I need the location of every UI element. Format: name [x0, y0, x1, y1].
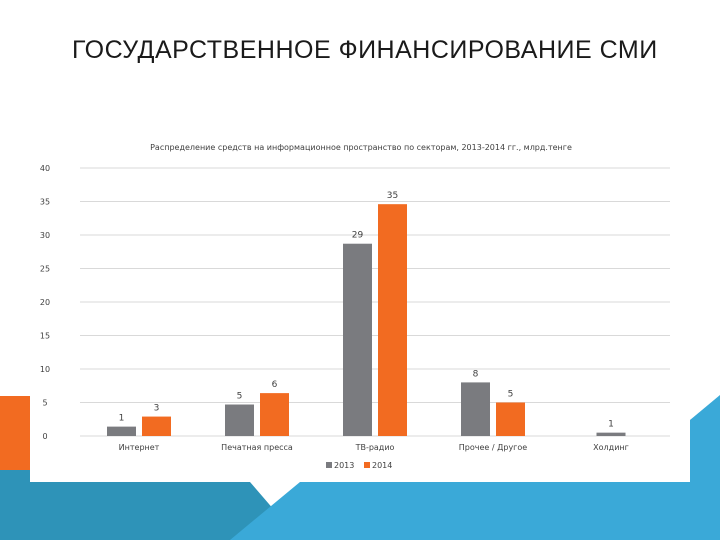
y-tick-label-20: 20: [40, 298, 50, 307]
chart-title: Распределение средств на информационное …: [150, 143, 572, 152]
bar-2013-1: [225, 404, 254, 436]
y-tick-label-40: 40: [40, 164, 50, 173]
y-tick-label-25: 25: [40, 265, 50, 274]
bar-2013-2: [343, 243, 372, 436]
x-tick-label-3: Прочее / Другое: [459, 443, 528, 452]
data-label-2014-2: 35: [387, 191, 398, 201]
y-tick-label-35: 35: [40, 198, 50, 207]
y-tick-label-10: 10: [40, 365, 50, 374]
legend-swatch-2014: [364, 462, 370, 468]
bar-2014-3: [496, 402, 525, 436]
gridlines: [80, 167, 670, 437]
bar-chart: Распределение средств на информационное …: [40, 143, 670, 470]
data-label-2014-3: 5: [508, 390, 514, 400]
x-tick-label-1: Печатная пресса: [221, 443, 293, 452]
bar-2013-3: [461, 382, 490, 436]
legend-label-2014: 2014: [372, 461, 392, 470]
y-axis-ticks: 0 5 10 15 20 25 30 35 40: [40, 164, 50, 441]
data-label-2013-2: 29: [352, 231, 364, 241]
x-tick-label-4: Холдинг: [593, 443, 629, 452]
y-tick-label-0: 0: [42, 432, 47, 441]
x-tick-label-2: ТВ-радио: [355, 443, 395, 452]
teal-corner-shape: [0, 470, 300, 540]
chart-card: Распределение средств на информационное …: [30, 130, 690, 482]
slide-title: ГОСУДАРСТВЕННОЕ ФИНАНСИРОВАНИЕ СМИ: [72, 36, 658, 64]
data-label-2013-0: 1: [119, 414, 125, 424]
data-label-2013-3: 8: [473, 369, 479, 379]
bar-2014-0: [142, 416, 171, 436]
bar-2013-0: [107, 426, 136, 436]
bar-2014-1: [260, 393, 289, 436]
bar-2014-2: [378, 204, 407, 436]
x-axis-ticks: Интернет Печатная пресса ТВ-радио Прочее / …: [119, 443, 629, 452]
legend: 2013 2014: [326, 461, 392, 470]
data-label-2014-0: 3: [154, 404, 160, 414]
y-tick-label-30: 30: [40, 231, 50, 240]
data-label-2014-4: 1: [608, 420, 614, 430]
y-tick-label-5: 5: [42, 399, 47, 408]
bar-2013-4: [596, 432, 626, 436]
data-label-2014-1: 6: [272, 380, 278, 390]
legend-swatch-2013: [326, 462, 332, 468]
x-tick-label-0: Интернет: [119, 443, 160, 452]
legend-label-2013: 2013: [334, 461, 354, 470]
blue-right-shape: [230, 395, 720, 540]
bars: [107, 204, 626, 436]
y-tick-label-15: 15: [40, 332, 50, 341]
data-label-2013-1: 5: [237, 392, 243, 402]
